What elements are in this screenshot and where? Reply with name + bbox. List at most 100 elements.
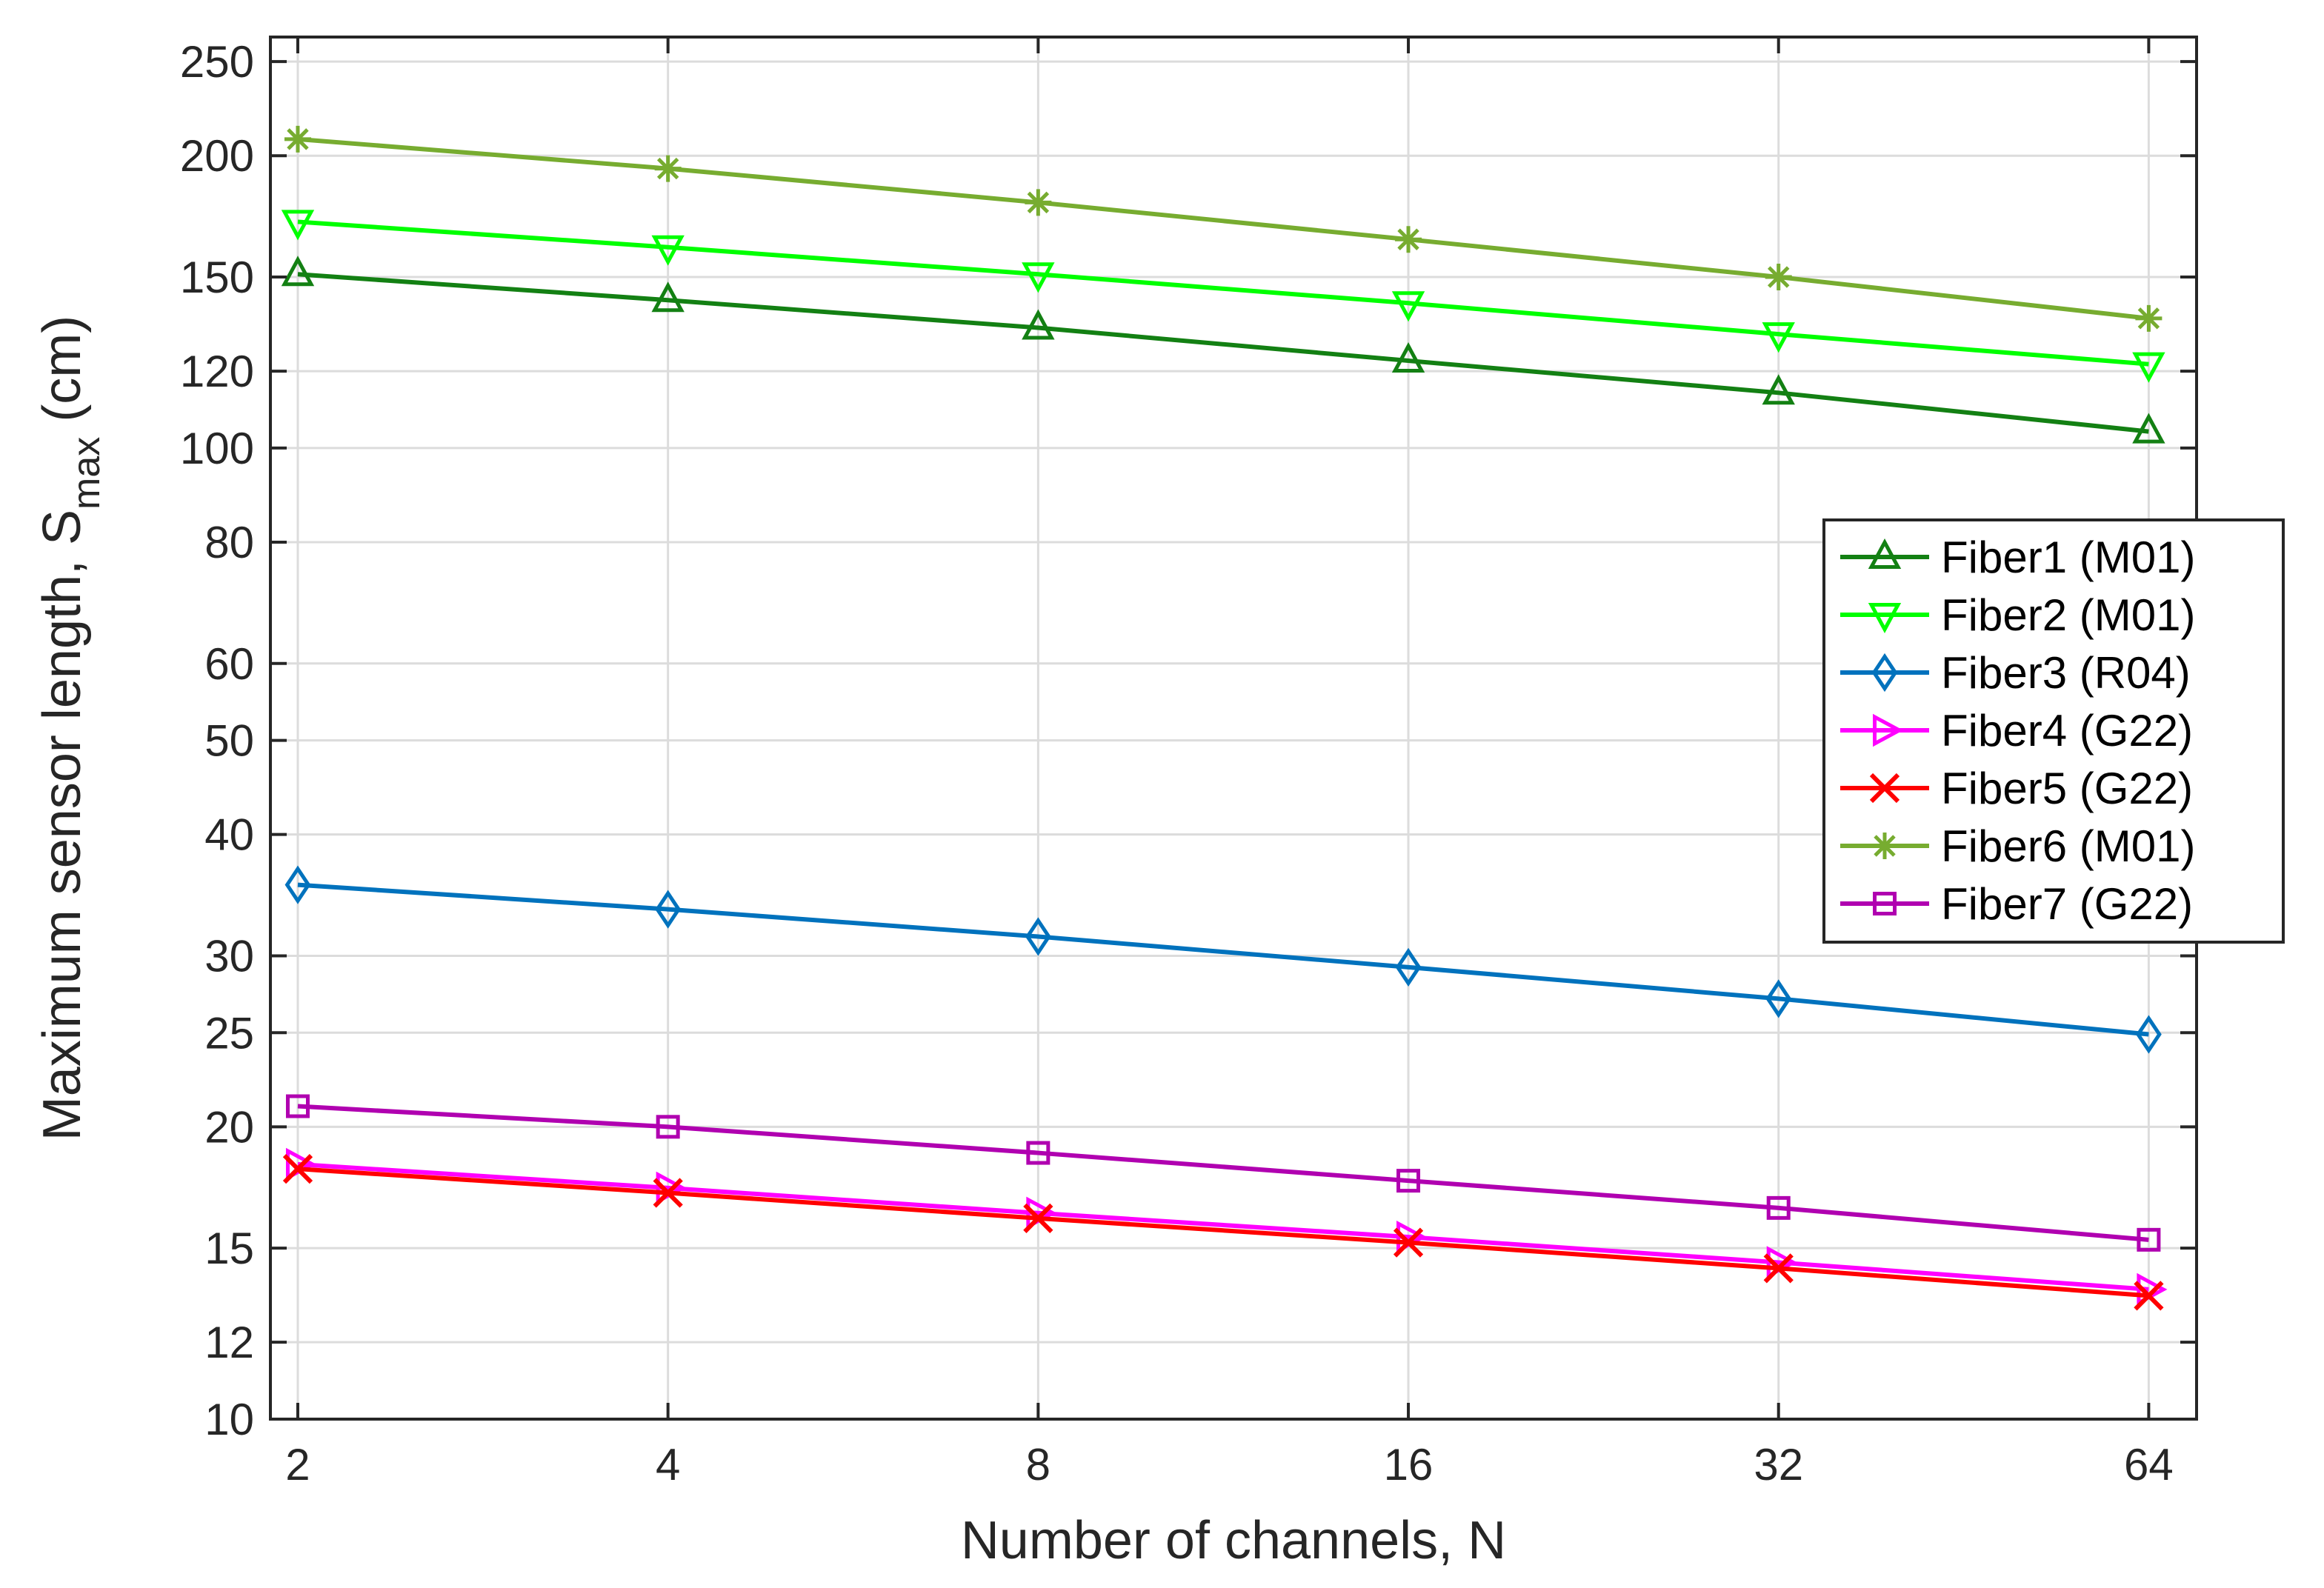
y-tick-label: 100	[180, 424, 254, 473]
marker-triangle-up	[1868, 538, 1902, 569]
x-tick-label: 2	[285, 1440, 310, 1489]
series-fiber6	[284, 125, 2162, 332]
ticks: 2 4 8 16 32 64 10 12 15 20 25 30 40 50 60 80 100 120 150 20…	[180, 37, 2197, 1489]
marker-square	[2137, 1227, 2161, 1252]
marker-diamond	[1871, 653, 1898, 693]
y-tick-label: 40	[204, 810, 254, 860]
legend-label: Fiber2 (M01)	[1941, 590, 2195, 640]
series-fiber3	[284, 865, 2162, 1054]
legend-entry: Fiber4 (G22)	[1840, 706, 2193, 755]
marker-square	[1766, 1195, 1791, 1220]
y-tick-label: 80	[204, 518, 254, 567]
marker-triangle-up	[1762, 374, 1795, 405]
legend-label: Fiber5 (G22)	[1941, 764, 2193, 813]
series-line	[297, 136, 2149, 321]
marker-triangle-down	[1868, 603, 1902, 634]
marker-triangle-right	[1873, 713, 1904, 747]
series-fiber2	[281, 210, 2165, 383]
marker-diamond	[655, 890, 682, 929]
marker-diamond	[284, 865, 311, 904]
marker-x	[282, 1154, 313, 1184]
series-layer	[281, 125, 2168, 1311]
marker-asterisk	[654, 155, 682, 182]
marker-triangle-down	[1022, 262, 1055, 293]
series-line	[297, 882, 2149, 1037]
y-axis-label-unit: (cm)	[33, 316, 92, 437]
x-tick-label: 32	[1754, 1440, 1803, 1489]
legend: Fiber1 (M01) Fiber2 (M01) Fiber3 (R04) Fibe…	[1822, 518, 2285, 944]
x-tick-label: 16	[1384, 1440, 1434, 1489]
marker-diamond	[1395, 947, 1422, 987]
marker-x	[1869, 773, 1900, 804]
legend-entry: Fiber1 (M01)	[1840, 533, 2195, 582]
marker-asterisk	[284, 125, 311, 153]
marker-asterisk	[2135, 304, 2162, 332]
marker-triangle-up	[1391, 341, 1425, 373]
marker-triangle-down	[2132, 352, 2165, 383]
marker-x	[653, 1178, 683, 1208]
marker-x	[1763, 1253, 1794, 1284]
marker-triangle-down	[1762, 322, 1795, 353]
y-tick-label: 15	[204, 1224, 254, 1273]
y-tick-label: 150	[180, 253, 254, 302]
y-tick-label: 60	[204, 639, 254, 689]
x-axis-label: Number of channels, N	[961, 1511, 1506, 1570]
marker-square	[1873, 892, 1897, 915]
y-tick-label: 25	[204, 1008, 254, 1058]
marker-asterisk	[1025, 189, 1052, 216]
legend-label: Fiber6 (M01)	[1941, 821, 2195, 871]
series-line	[297, 1167, 2149, 1298]
legend-entry: Fiber2 (M01)	[1840, 590, 2195, 640]
marker-triangle-up	[281, 256, 315, 287]
legend-entry: Fiber5 (G22)	[1840, 764, 2193, 813]
y-tick-label: 200	[180, 131, 254, 181]
y-tick-label: 10	[204, 1395, 254, 1444]
marker-asterisk	[1395, 226, 1422, 253]
marker-square	[656, 1115, 680, 1139]
marker-square	[1396, 1169, 1421, 1193]
marker-diamond	[2135, 1015, 2162, 1054]
legend-label: Fiber3 (R04)	[1941, 648, 2191, 698]
marker-asterisk	[1765, 264, 1792, 291]
series-line	[297, 1104, 2149, 1242]
marker-asterisk	[1871, 833, 1898, 859]
series-fiber1	[281, 256, 2165, 444]
marker-x	[1023, 1203, 1053, 1233]
series-line	[297, 1161, 2149, 1292]
series-line	[297, 219, 2149, 367]
marker-triangle-up	[2132, 413, 2165, 444]
legend-entry: Fiber3 (R04)	[1840, 648, 2191, 698]
y-axis-label-subscript: max	[65, 437, 108, 510]
series-line	[297, 272, 2149, 434]
marker-x	[1393, 1227, 1424, 1258]
legend-entry: Fiber7 (G22)	[1840, 879, 2193, 929]
y-axis-label: Maximum sensor length, Smax (cm)	[33, 316, 108, 1141]
x-tick-label: 64	[2124, 1440, 2174, 1489]
marker-x	[2134, 1281, 2164, 1311]
marker-triangle-up	[1022, 309, 1055, 340]
marker-diamond	[1025, 917, 1051, 956]
marker-triangle-up	[651, 281, 685, 313]
legend-label: Fiber7 (G22)	[1941, 879, 2193, 929]
y-axis-label-main: Maximum sensor length, S	[33, 510, 92, 1141]
legend-label: Fiber1 (M01)	[1941, 533, 2195, 582]
labels: Number of channels, N Maximum sensor len…	[33, 316, 1506, 1570]
legend-entry: Fiber6 (M01)	[1840, 821, 2195, 871]
marker-square	[285, 1094, 310, 1118]
marker-triangle-down	[651, 235, 685, 266]
marker-square	[1026, 1141, 1051, 1165]
legend-label: Fiber4 (G22)	[1941, 706, 2193, 755]
y-tick-label: 30	[204, 931, 254, 981]
y-tick-label: 250	[180, 37, 254, 87]
y-tick-label: 20	[204, 1102, 254, 1152]
marker-diamond	[1765, 979, 1792, 1018]
series-fiber4	[285, 1147, 2168, 1307]
series-fiber7	[285, 1094, 2161, 1252]
marker-triangle-down	[1391, 291, 1425, 322]
y-tick-label: 12	[204, 1318, 254, 1367]
x-tick-label: 8	[1026, 1440, 1051, 1489]
series-fiber5	[282, 1154, 2164, 1311]
y-tick-label: 120	[180, 347, 254, 396]
y-tick-label: 50	[204, 716, 254, 766]
